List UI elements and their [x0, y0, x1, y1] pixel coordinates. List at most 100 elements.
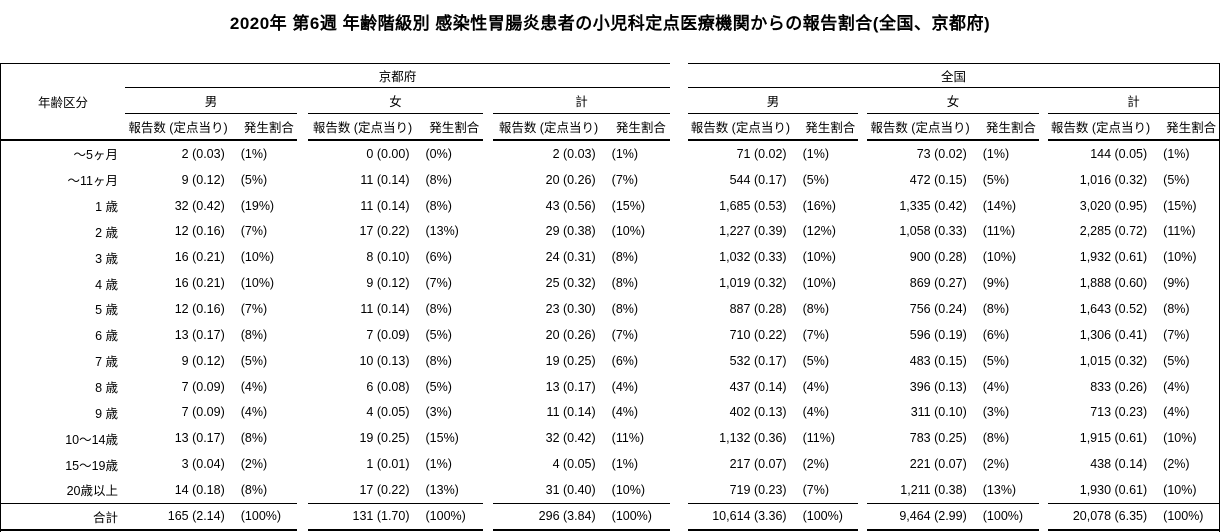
incidence-share: (7%)	[425, 276, 452, 291]
report-count: 43 (0.56)	[545, 198, 596, 213]
incidence-share: (6%)	[425, 250, 452, 265]
table-row: ～5ヶ月 2 (0.03) (1%) 0 (0.00) (0%) 2 (0.03) (1%)…	[1, 141, 1219, 167]
data-cell: 11 (0.14) (4%)	[493, 399, 670, 425]
data-cell: 900 (0.28) (10%)	[867, 244, 1039, 270]
count-subheader: 報告数 (定点当り)	[128, 121, 228, 135]
table-row: 8 歳 7 (0.09) (4%) 6 (0.08) (5%) 13 (0.17) (4%)…	[1, 374, 1219, 400]
table-row: ～11ヶ月 9 (0.12) (5%) 11 (0.14) (8%) 20 (0.26) (…	[1, 167, 1219, 193]
report-count: 1,227 (0.39)	[719, 224, 787, 239]
report-count: 532 (0.17)	[729, 353, 787, 368]
report-count: 596 (0.19)	[909, 327, 967, 342]
data-cell: 887 (0.28) (8%)	[688, 296, 858, 322]
incidence-share: (6%)	[982, 327, 1010, 342]
data-cell: 20 (0.26) (7%)	[493, 322, 670, 348]
data-cell: 1,211 (0.38) (13%)	[867, 477, 1039, 503]
data-cell: 483 (0.15) (5%)	[867, 348, 1039, 374]
data-cell: 1,685 (0.53) (16%)	[688, 193, 858, 219]
report-count: 1,211 (0.38)	[900, 482, 967, 497]
report-table: 年齢区分 京都府 全国 男 女 計 男 女 計 報告数 (定点当り) 発生割合 …	[0, 63, 1220, 532]
count-subheader: 報告数 (定点当り)	[312, 121, 413, 135]
report-count: 1,335 (0.42)	[899, 198, 967, 213]
report-count: 221 (0.07)	[909, 457, 967, 472]
incidence-share: (11%)	[802, 431, 836, 446]
incidence-share: (10%)	[611, 224, 645, 239]
sex-header-kyoto-male: 男	[125, 88, 297, 114]
incidence-share: (10%)	[240, 276, 275, 291]
incidence-share: (10%)	[611, 482, 645, 497]
table-row: 2 歳 12 (0.16) (7%) 17 (0.22) (13%) 29 (0.38) (…	[1, 219, 1219, 245]
group-header-kyoto: 京都府	[125, 63, 670, 88]
data-cell: 19 (0.25) (6%)	[493, 348, 670, 374]
incidence-share: (3%)	[982, 405, 1010, 420]
data-cell: 1 (0.01) (1%)	[308, 451, 483, 477]
table-row: 7 歳 9 (0.12) (5%) 10 (0.13) (8%) 19 (0.25) (6%…	[1, 348, 1219, 374]
data-cell: 144 (0.05) (1%)	[1048, 141, 1219, 167]
report-count: 2,285 (0.72)	[1079, 224, 1148, 239]
age-label: 8 歳	[95, 381, 118, 396]
data-cell: 1,915 (0.61) (10%)	[1048, 425, 1219, 451]
data-cell: 165 (2.14) (100%)	[125, 502, 297, 531]
age-label: 9 歳	[95, 406, 118, 421]
total-row: 合計 165 (2.14) (100%) 131 (1.70) (100%) 296 (3…	[1, 502, 1219, 531]
incidence-share: (5%)	[982, 353, 1010, 368]
data-cell: 17 (0.22) (13%)	[308, 477, 483, 503]
data-cell: 756 (0.24) (8%)	[867, 296, 1039, 322]
data-cell: 9 (0.12) (7%)	[308, 270, 483, 296]
report-count: 13 (0.17)	[174, 431, 225, 446]
data-cell: 3 (0.04) (2%)	[125, 451, 297, 477]
report-count: 887 (0.28)	[729, 301, 787, 316]
data-cell: 1,132 (0.36) (11%)	[688, 425, 858, 451]
report-count: 19 (0.25)	[545, 353, 596, 368]
report-count: 25 (0.32)	[545, 276, 596, 291]
incidence-share: (1%)	[425, 457, 452, 472]
table-row: 4 歳 16 (0.21) (10%) 9 (0.12) (7%) 25 (0.32) (8…	[1, 270, 1219, 296]
incidence-share: (8%)	[425, 301, 452, 316]
report-count: 32 (0.42)	[545, 431, 596, 446]
incidence-share: (9%)	[1163, 276, 1190, 291]
incidence-share: (1%)	[611, 457, 639, 472]
report-count: 710 (0.22)	[729, 327, 787, 342]
incidence-share: (0%)	[425, 146, 452, 161]
subheader-kyoto-male: 報告数 (定点当り) 発生割合	[125, 114, 297, 141]
incidence-share: (11%)	[1163, 224, 1196, 239]
data-cell: 10,614 (3.36) (100%)	[688, 502, 858, 531]
incidence-share: (5%)	[425, 327, 452, 342]
incidence-share: (10%)	[1163, 482, 1197, 497]
report-count: 17 (0.22)	[359, 224, 410, 239]
report-count: 73 (0.02)	[916, 146, 967, 161]
age-label: 3 歳	[95, 251, 118, 266]
report-count: 217 (0.07)	[729, 457, 787, 472]
report-count: 7 (0.09)	[181, 379, 225, 394]
incidence-share: (5%)	[1163, 172, 1190, 187]
data-cell: 10 (0.13) (8%)	[308, 348, 483, 374]
incidence-share: (100%)	[802, 509, 843, 524]
data-cell: 19 (0.25) (15%)	[308, 425, 483, 451]
incidence-share: (8%)	[1163, 301, 1190, 316]
data-cell: 9,464 (2.99) (100%)	[867, 502, 1039, 531]
report-count: 7 (0.09)	[366, 327, 410, 342]
incidence-share: (1%)	[1163, 146, 1190, 161]
incidence-share: (7%)	[611, 327, 639, 342]
data-cell: 1,032 (0.33) (10%)	[688, 244, 858, 270]
data-cell: 0 (0.00) (0%)	[308, 141, 483, 167]
incidence-share: (4%)	[1163, 379, 1190, 394]
data-cell: 43 (0.56) (15%)	[493, 193, 670, 219]
incidence-share: (1%)	[982, 146, 1010, 161]
subheader-kyoto-total: 報告数 (定点当り) 発生割合	[493, 114, 670, 141]
data-cell: 217 (0.07) (2%)	[688, 451, 858, 477]
report-count: 869 (0.27)	[909, 276, 967, 291]
report-count: 7 (0.09)	[181, 405, 225, 420]
incidence-share: (13%)	[425, 482, 459, 497]
report-count: 1,932 (0.61)	[1079, 250, 1148, 265]
incidence-share: (4%)	[802, 379, 829, 394]
report-count: 12 (0.16)	[174, 301, 225, 316]
report-count: 131 (1.70)	[352, 509, 410, 524]
report-count: 11 (0.14)	[360, 198, 410, 213]
data-cell: 783 (0.25) (8%)	[867, 425, 1039, 451]
count-subheader: 報告数 (定点当り)	[870, 121, 970, 135]
report-count: 1,019 (0.32)	[719, 276, 787, 291]
incidence-share: (10%)	[802, 276, 836, 291]
table-row: 20歳以上 14 (0.18) (8%) 17 (0.22) (13%) 31 (0.40…	[1, 477, 1219, 503]
data-cell: 12 (0.16) (7%)	[125, 219, 297, 245]
